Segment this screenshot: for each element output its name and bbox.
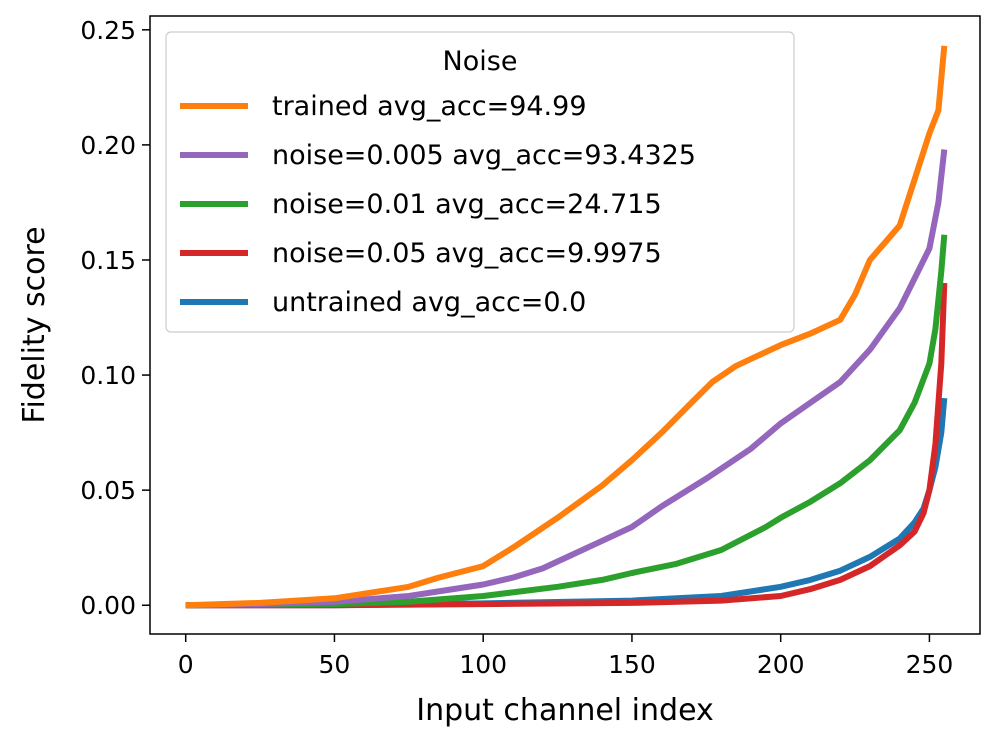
legend-title: Noise [443, 46, 518, 77]
y-axis-ticks: 0.00 0.05 0.10 0.15 0.20 0.25 [80, 16, 150, 620]
series-line-1 [185, 149, 948, 609]
legend-label-0: trained avg_acc=94.99 [272, 91, 587, 122]
x-tick-label: 100 [459, 650, 507, 679]
legend-label-1: noise=0.005 avg_acc=93.4325 [272, 140, 696, 171]
series-line-4 [185, 397, 948, 609]
legend-label-4: untrained avg_acc=0.0 [272, 287, 586, 318]
x-axis-title: Input channel index [416, 693, 714, 728]
series-line-3 [185, 282, 948, 609]
y-tick-label: 0.00 [80, 591, 136, 620]
y-tick-label: 0.20 [80, 131, 136, 160]
legend-label-3: noise=0.05 avg_acc=9.9975 [272, 238, 662, 269]
series-line-2 [185, 234, 948, 609]
legend-label-2: noise=0.01 avg_acc=24.715 [272, 189, 662, 220]
plot-lines [185, 45, 948, 609]
y-tick-label: 0.05 [80, 476, 136, 505]
x-axis-ticks: 0 50 100 150 200 250 [178, 634, 954, 679]
y-axis-title: Fidelity score [17, 226, 52, 423]
series-line-0 [185, 45, 948, 609]
y-tick-label: 0.15 [80, 246, 136, 275]
x-tick-label: 0 [178, 650, 194, 679]
y-tick-label: 0.10 [80, 361, 136, 390]
x-tick-label: 50 [319, 650, 351, 679]
x-tick-label: 200 [757, 650, 805, 679]
x-tick-label: 150 [608, 650, 656, 679]
legend-box [165, 31, 795, 333]
y-tick-label: 0.25 [80, 16, 136, 45]
x-tick-label: 250 [906, 650, 954, 679]
legend: Noise trained avg_acc=94.99 noise=0.005 a… [165, 31, 795, 333]
plot-frame [149, 15, 981, 635]
